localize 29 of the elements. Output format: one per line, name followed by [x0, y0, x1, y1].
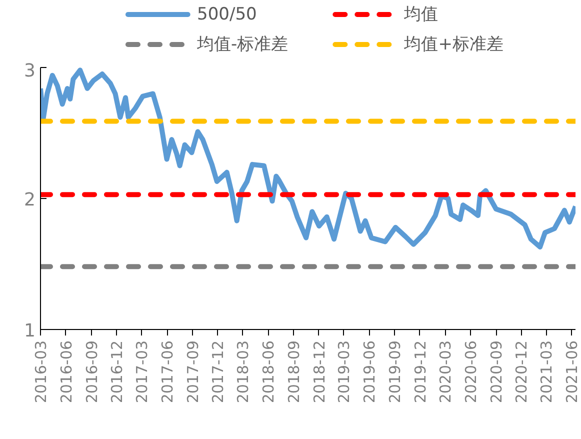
y-tick-label: 2 [24, 190, 36, 210]
x-tick-label: 2020-09 [488, 340, 506, 404]
x-tick-label: 2018-12 [310, 340, 328, 404]
legend-label: 均值+标准差 [403, 34, 504, 54]
x-tick-label: 2020-06 [462, 340, 480, 404]
x-tick-label: 2017-09 [184, 340, 202, 404]
x-tick-label: 2018-09 [285, 340, 304, 404]
y-tick-label: 1 [24, 320, 36, 342]
x-tick-label: 2018-03 [234, 340, 252, 404]
legend-label: 均值 [403, 4, 438, 24]
x-tick-label: 2019-03 [335, 340, 354, 404]
x-tick-label: 2016-12 [108, 340, 126, 404]
x-tick-label: 2019-09 [386, 340, 404, 404]
x-tick-label: 2016-09 [82, 340, 101, 404]
x-tick-label: 2018-06 [260, 340, 278, 404]
x-tick-label: 2016-03 [32, 340, 50, 404]
y-tick-label: 3 [24, 60, 36, 82]
x-tick-label: 2019-06 [360, 340, 379, 404]
x-tick-label: 2016-06 [57, 340, 76, 404]
x-tick-label: 2021-06 [563, 340, 581, 404]
x-tick-label: 2017-06 [158, 340, 177, 404]
legend-label: 均值-标准差 [196, 34, 288, 54]
x-tick-label: 2019-12 [411, 340, 430, 404]
x-tick-label: 2017-12 [209, 340, 228, 404]
x-tick-label: 2017-03 [133, 340, 152, 404]
legend-label: 500/50 [197, 4, 257, 24]
x-tick-label: 2020-12 [512, 340, 531, 404]
x-tick-label: 2020-03 [436, 340, 455, 404]
x-tick-label: 2021-03 [538, 340, 556, 404]
